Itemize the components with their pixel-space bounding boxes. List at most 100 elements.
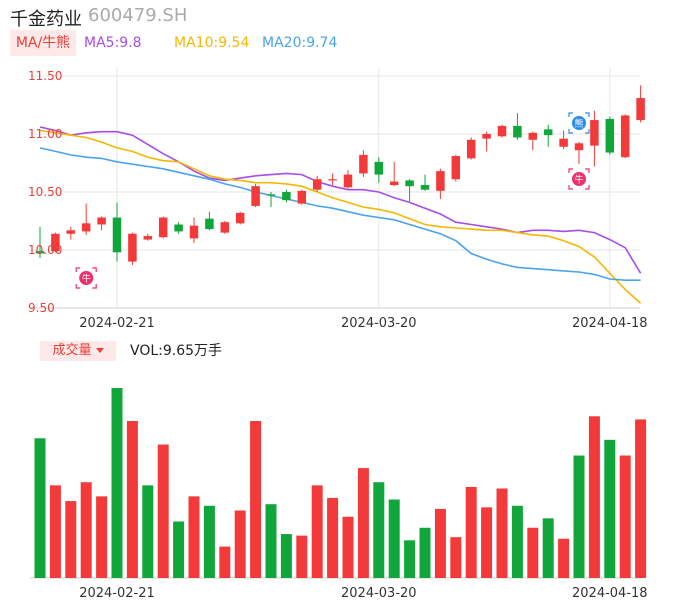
candle-body	[174, 224, 183, 232]
candle-body	[81, 223, 91, 232]
candle-body	[605, 118, 615, 153]
bull-signal-icon-corner	[585, 185, 590, 190]
bull-signal-icon-corner	[92, 267, 97, 272]
bear-signal-icon-corner	[585, 129, 590, 134]
candlestick	[297, 189, 307, 205]
volume-bar	[527, 527, 539, 578]
candlestick	[266, 192, 276, 208]
volume-bar	[49, 485, 61, 578]
candlestick	[513, 113, 522, 140]
candle-body	[574, 143, 584, 151]
volume-bar	[635, 419, 647, 578]
volume-bar	[234, 510, 246, 578]
candlestick	[451, 154, 461, 182]
bull-signal-icon-corner	[75, 284, 81, 289]
candlestick	[559, 130, 568, 150]
volume-bar	[558, 538, 570, 578]
volume-bar	[126, 421, 138, 578]
candlestick	[174, 222, 183, 234]
candlestick	[189, 217, 199, 244]
volume-bar	[142, 485, 154, 578]
volume-bar	[34, 438, 46, 578]
bear-signal-icon-corner	[585, 112, 590, 117]
candle-body	[620, 115, 630, 158]
candlestick	[158, 216, 168, 239]
candle-body	[466, 139, 476, 159]
candle-body	[189, 225, 199, 239]
candlestick	[66, 226, 76, 240]
candle-body	[235, 212, 245, 224]
volume-bar	[296, 535, 308, 578]
candle-body	[66, 230, 76, 234]
candle-body	[405, 180, 414, 187]
candlestick	[374, 157, 384, 183]
volume-bar	[265, 504, 277, 578]
volume-bar	[465, 486, 477, 578]
candlestick	[328, 173, 337, 186]
volume-x-tick-label: 2024-03-20	[341, 586, 417, 601]
volume-bar	[111, 388, 123, 578]
candle-body	[389, 181, 399, 186]
volume-bar	[404, 540, 416, 578]
volume-bar	[173, 521, 185, 578]
candle-body	[497, 125, 507, 137]
ma20-line	[39, 147, 641, 282]
bull-signal-icon-circle	[79, 271, 94, 285]
volume-bar	[250, 421, 262, 578]
volume-bar	[604, 439, 616, 578]
moving-average-lines	[39, 126, 642, 304]
ma-indicator-tab[interactable]: MA/牛熊	[10, 30, 76, 56]
candlestick	[436, 168, 445, 199]
candlestick	[466, 137, 476, 160]
candlestick	[620, 114, 630, 159]
candlestick	[35, 226, 45, 259]
candle-body	[482, 134, 491, 139]
candle-body	[282, 192, 291, 201]
volume-bar	[419, 527, 431, 578]
candlesticks	[35, 85, 645, 266]
bull-signal-icon: 牛	[568, 168, 590, 190]
y-tick-label: 10.00	[28, 243, 62, 257]
candle-body	[328, 179, 337, 181]
candlestick	[528, 131, 538, 151]
candle-body	[528, 132, 538, 140]
candlestick	[574, 142, 584, 165]
candlestick	[112, 202, 122, 262]
volume-bar	[619, 455, 631, 578]
ma5-legend: MA5:9.8	[84, 35, 142, 51]
ma20-legend: MA20:9.74	[262, 35, 338, 51]
bull-signal-icon-corner	[92, 284, 97, 289]
candle-body	[451, 156, 461, 180]
volume-bar	[511, 505, 523, 578]
candle-body	[158, 217, 168, 238]
candlestick	[128, 232, 137, 266]
candle-body	[420, 185, 430, 190]
candle-body	[266, 194, 276, 196]
candlestick	[543, 124, 553, 147]
volume-x-tick-label: 2024-04-18	[572, 586, 648, 601]
candlestick	[205, 211, 214, 231]
volume-bar	[357, 468, 369, 578]
volume-bar	[65, 501, 77, 578]
volume-bar	[203, 505, 215, 578]
candle-body	[359, 154, 368, 174]
volume-x-tick-label: 2024-02-21	[79, 586, 155, 601]
bear-signal-icon-circle	[572, 116, 586, 130]
candle-body	[251, 186, 260, 206]
bear-signal-icon-corner	[568, 112, 573, 117]
volume-bar	[96, 496, 108, 578]
candle-body	[97, 217, 106, 225]
candlestick	[389, 161, 399, 187]
y-tick-label: 11.00	[28, 127, 62, 141]
candle-body	[35, 251, 45, 254]
candlestick	[405, 179, 414, 202]
y-tick-label: 11.50	[28, 69, 62, 83]
bull-signal-icon-glyph: 牛	[82, 273, 91, 285]
caret-down-icon	[95, 348, 104, 353]
volume-indicator-dropdown[interactable]: 成交量	[40, 341, 116, 361]
volume-bar	[388, 499, 400, 578]
candle-body	[636, 98, 645, 121]
bear-signal-icon-glyph: 熊	[574, 118, 583, 130]
volume-bar	[542, 518, 554, 578]
